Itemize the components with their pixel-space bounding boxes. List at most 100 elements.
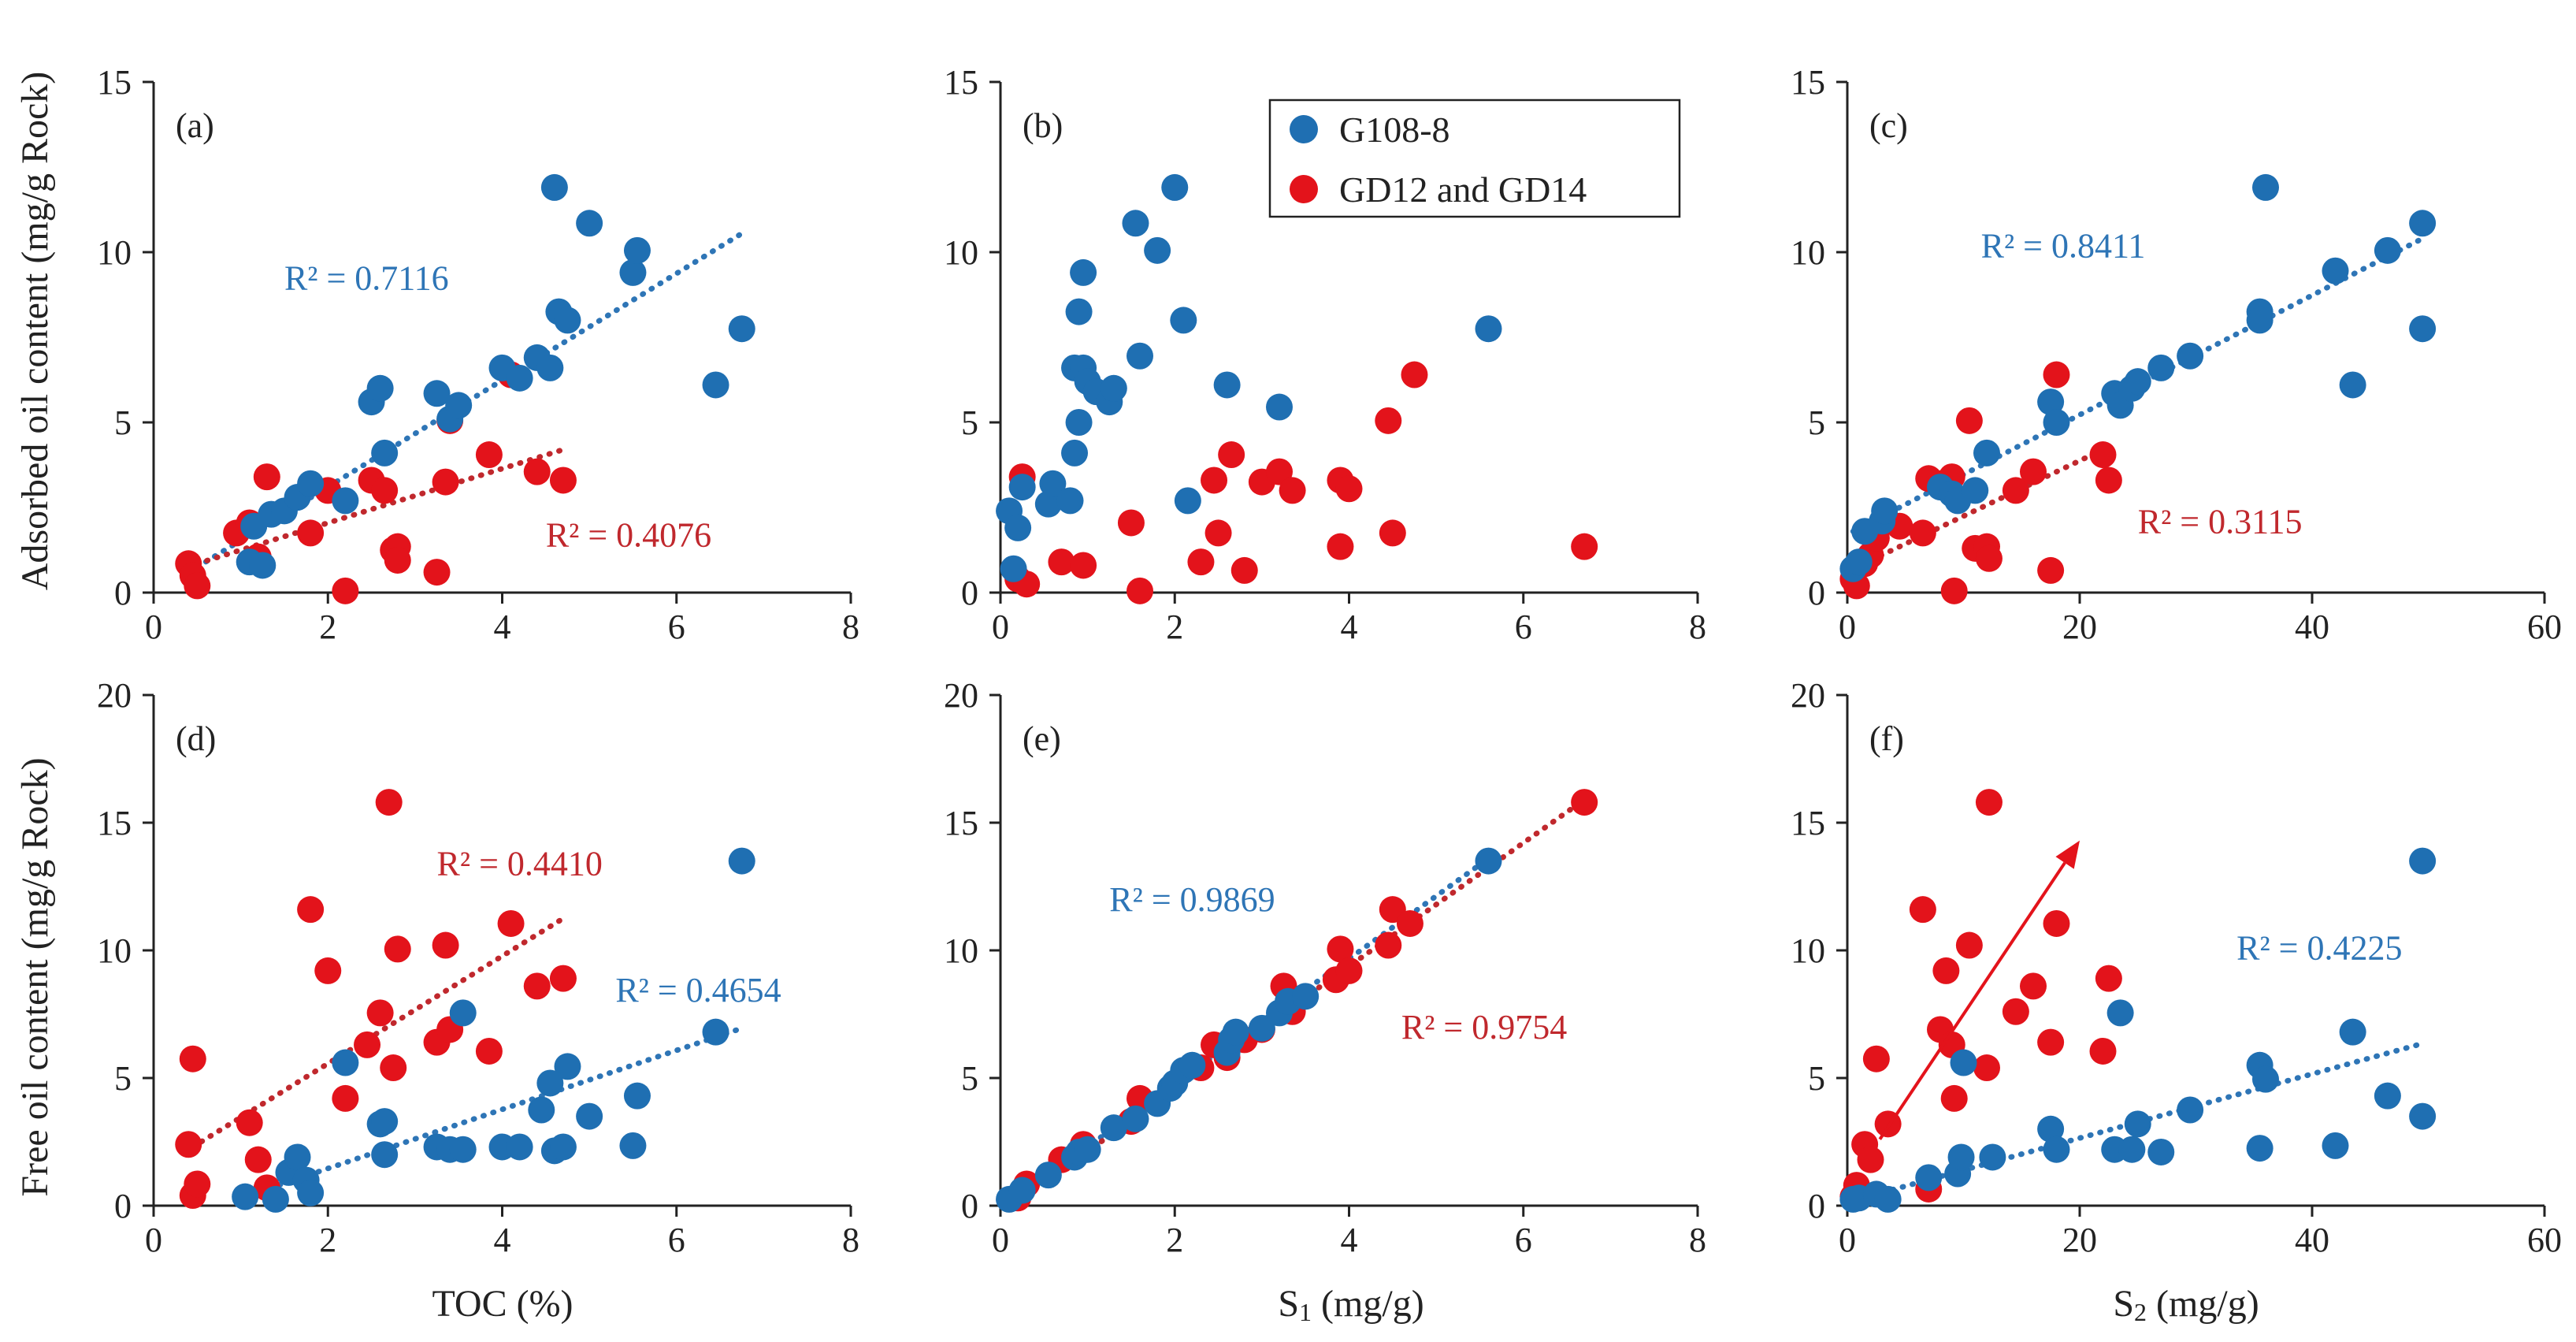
panel-a-point-red bbox=[297, 519, 325, 547]
panel-b-point-red bbox=[1127, 577, 1153, 604]
panel-a-point-blue bbox=[576, 210, 603, 237]
panel-d-point-blue bbox=[284, 1143, 311, 1171]
panel-a-point-red bbox=[423, 559, 451, 586]
panel-c-point-blue bbox=[1845, 548, 1873, 576]
panel-d-x-tick-label: 4 bbox=[494, 1221, 511, 1259]
panel-a-point-red bbox=[184, 572, 211, 600]
panel-c-x-tick-label: 20 bbox=[2062, 608, 2097, 646]
panel-a-label: (a) bbox=[176, 106, 214, 145]
panel-b-point-red bbox=[1048, 548, 1075, 576]
panel-e-point-blue bbox=[1100, 1114, 1127, 1142]
panel-a-point-red bbox=[384, 546, 411, 574]
panel-e-y-tick-label: 0 bbox=[961, 1187, 978, 1225]
panel-e-point-blue bbox=[1034, 1162, 1062, 1189]
panel-b-point-blue bbox=[1127, 342, 1153, 370]
panel-c-x-tick-label: 40 bbox=[2295, 608, 2329, 646]
panel-b-point-blue bbox=[1144, 236, 1171, 264]
legend-label-gd: GD12 and GD14 bbox=[1339, 169, 1587, 210]
panel-f-point-blue bbox=[1915, 1164, 1943, 1191]
panel-c-y-tick-label: 10 bbox=[1791, 233, 1825, 272]
panel-c-point-blue bbox=[2037, 388, 2065, 416]
panel-a-point-red bbox=[475, 441, 503, 469]
panel-c: 0 20 40 60 0 5 10 15 (c) R² = 0.8411 R² = 0.3115 bbox=[1791, 63, 2562, 646]
x-axis-title-s1-unit: (mg/g) bbox=[1312, 1283, 1424, 1325]
panel-d-y-tick-label: 5 bbox=[114, 1059, 132, 1098]
x-axis-title-s1-main: S bbox=[1278, 1283, 1299, 1325]
panel-f-point-blue bbox=[2339, 1018, 2366, 1046]
panel-e-x-tick-label: 8 bbox=[1689, 1221, 1706, 1259]
panel-a-point-blue bbox=[445, 392, 473, 419]
panel-d-point-blue bbox=[449, 999, 477, 1027]
panel-a-point-blue bbox=[506, 364, 533, 392]
panel-a-point-blue bbox=[540, 173, 568, 201]
panel-c-y-tick-label: 5 bbox=[1808, 403, 1825, 442]
panel-e-point-red bbox=[1375, 931, 1402, 959]
legend-marker-gd bbox=[1290, 175, 1318, 203]
panel-a-point-blue bbox=[332, 487, 359, 515]
panel-e-r2-blue: R² = 0.9869 bbox=[1109, 880, 1275, 919]
panel-c-point-red bbox=[2002, 477, 2029, 504]
panel-f-point-red bbox=[2002, 998, 2029, 1025]
panel-c-point-blue bbox=[1871, 497, 1899, 525]
panel-f-point-red bbox=[1857, 1146, 1884, 1173]
panel-d-point-red bbox=[244, 1146, 272, 1173]
panel-e-point-blue bbox=[1074, 1136, 1101, 1163]
panel-d-x-tick-label: 0 bbox=[145, 1221, 162, 1259]
legend-label-g108: G108-8 bbox=[1339, 110, 1450, 150]
legend-marker-g108 bbox=[1290, 115, 1318, 143]
panel-d-point-blue bbox=[449, 1136, 477, 1163]
panel-d-point-red bbox=[179, 1045, 206, 1072]
panel-b-point-blue bbox=[1213, 371, 1241, 399]
panel-b-point-blue bbox=[1034, 490, 1062, 518]
panel-a-point-red bbox=[523, 458, 551, 485]
panel-d-point-blue bbox=[576, 1102, 603, 1130]
panel-b-point-blue bbox=[1070, 258, 1097, 286]
panel-e-point-blue bbox=[1122, 1105, 1149, 1132]
panel-c-r2-red: R² = 0.3115 bbox=[2138, 502, 2303, 541]
panel-f-x-tick-label: 40 bbox=[2295, 1221, 2329, 1259]
panel-d-point-blue bbox=[619, 1132, 647, 1159]
panel-c-point-blue bbox=[2374, 236, 2401, 264]
panel-d-point-blue bbox=[297, 1179, 325, 1206]
panel-b-label: (b) bbox=[1023, 106, 1063, 145]
panel-c-y-tick-label: 15 bbox=[1791, 63, 1825, 102]
panel-c-r2-blue: R² = 0.8411 bbox=[1981, 226, 2146, 265]
panel-f-point-blue bbox=[2177, 1096, 2204, 1124]
panel-f-point-red bbox=[1909, 896, 1936, 924]
panel-f-label: (f) bbox=[1869, 719, 1904, 758]
panel-a-r2-blue: R² = 0.7116 bbox=[284, 259, 449, 298]
panel-c-point-blue bbox=[1973, 439, 2000, 467]
panel-d-point-red bbox=[236, 1109, 263, 1136]
panel-e: 0 2 4 6 8 0 5 10 15 20 (e) R² = 0.9869 R² = 0.9754 bbox=[944, 676, 1706, 1259]
panel-b-point-red bbox=[1204, 519, 1232, 547]
panel-c-point-blue bbox=[2147, 354, 2175, 381]
panel-a-x-tick-label: 6 bbox=[668, 608, 685, 646]
panel-e-point-blue bbox=[1475, 847, 1502, 875]
panel-b-point-blue bbox=[1161, 173, 1189, 201]
panel-f-point-red bbox=[1862, 1045, 1890, 1072]
panel-d-point-blue bbox=[262, 1185, 289, 1213]
panel-d: 0 2 4 6 8 0 5 10 15 20 (d) R² = 0.4654 R² = 0.4410 bbox=[97, 676, 859, 1259]
panel-b-point-red bbox=[1218, 441, 1245, 469]
panel-f-point-blue bbox=[2037, 1115, 2065, 1143]
panel-e-point-red bbox=[1335, 957, 1363, 984]
panel-d-x-tick-label: 2 bbox=[319, 1221, 336, 1259]
panel-c-point-red bbox=[2037, 556, 2065, 584]
panel-f-point-red bbox=[2043, 909, 2070, 937]
legend-box bbox=[1268, 99, 1681, 218]
panel-e-point-blue bbox=[1248, 1014, 1275, 1042]
panel-d-point-red bbox=[175, 1131, 202, 1158]
panel-e-point-red bbox=[1571, 789, 1598, 816]
panel-c-point-red bbox=[1975, 545, 2003, 572]
panel-d-point-blue bbox=[528, 1096, 555, 1124]
panel-f-point-blue bbox=[2409, 1102, 2437, 1130]
panel-c-point-red bbox=[1909, 519, 1936, 547]
panel-b-point-red bbox=[1401, 361, 1428, 388]
panel-f-y-tick-label: 20 bbox=[1791, 676, 1825, 715]
panel-d-y-tick-label: 0 bbox=[114, 1187, 132, 1225]
panel-a-point-red bbox=[253, 463, 280, 491]
panel-f-point-blue bbox=[2124, 1110, 2151, 1138]
panel-e-y-tick-label: 10 bbox=[944, 931, 978, 970]
panel-a-point-blue bbox=[554, 307, 581, 334]
